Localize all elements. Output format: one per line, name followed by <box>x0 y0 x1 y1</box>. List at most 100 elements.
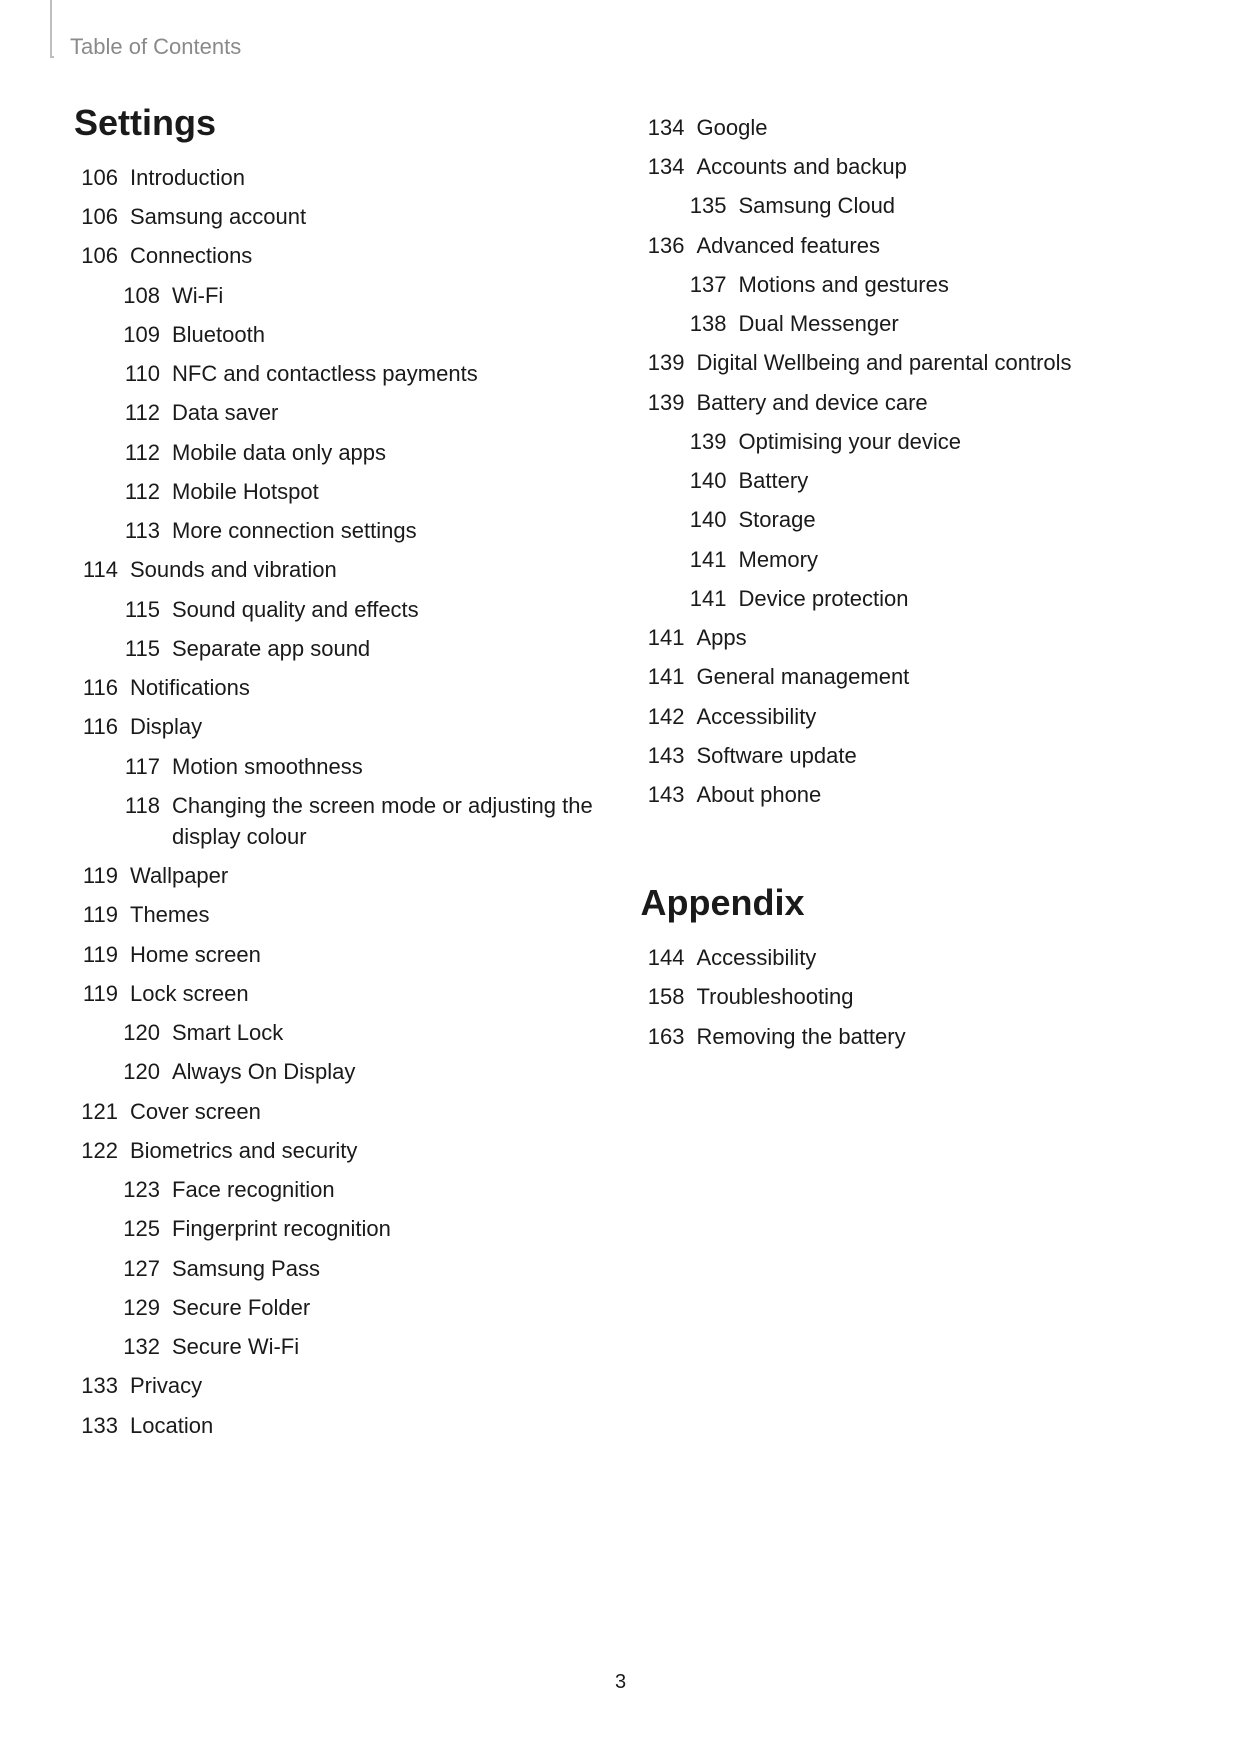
toc-label: Device protection <box>739 583 1168 614</box>
toc-entry[interactable]: 119Lock screen <box>74 978 601 1009</box>
toc-entry[interactable]: 138Dual Messenger <box>641 308 1168 339</box>
toc-content: Settings 106 Introduction 106Samsung accou… <box>74 98 1167 1449</box>
toc-label: Samsung account <box>130 201 601 232</box>
toc-entry[interactable]: 121Cover screen <box>74 1096 601 1127</box>
toc-entry[interactable]: 116Display <box>74 711 601 742</box>
toc-page: 129 <box>116 1292 160 1323</box>
toc-entry[interactable]: 141Memory <box>641 544 1168 575</box>
toc-entry[interactable]: 135Samsung Cloud <box>641 190 1168 221</box>
toc-label: Smart Lock <box>172 1017 601 1048</box>
toc-page: 120 <box>116 1056 160 1087</box>
toc-page: 142 <box>641 701 685 732</box>
toc-entry[interactable]: 116Notifications <box>74 672 601 703</box>
toc-entry[interactable]: 123Face recognition <box>74 1174 601 1205</box>
toc-page: 140 <box>683 465 727 496</box>
toc-page: 112 <box>116 437 160 468</box>
toc-label: Fingerprint recognition <box>172 1213 601 1244</box>
toc-entry[interactable]: 143Software update <box>641 740 1168 771</box>
toc-entry[interactable]: 119 Home screen <box>74 939 601 970</box>
toc-label: Motions and gestures <box>739 269 1168 300</box>
toc-entry[interactable]: 139Digital Wellbeing and parental contro… <box>641 347 1168 378</box>
toc-page: 119 <box>74 860 118 891</box>
toc-page: 113 <box>116 515 160 546</box>
toc-entry[interactable]: 106Samsung account <box>74 201 601 232</box>
toc-page: 116 <box>74 711 118 742</box>
toc-entry[interactable]: 140Storage <box>641 504 1168 535</box>
toc-label: Notifications <box>130 672 601 703</box>
toc-label: About phone <box>697 779 1168 810</box>
toc-entry[interactable]: 120Smart Lock <box>74 1017 601 1048</box>
toc-label: Samsung Cloud <box>739 190 1168 221</box>
toc-label: Secure Wi-Fi <box>172 1331 601 1362</box>
toc-entry[interactable]: 112Mobile Hotspot <box>74 476 601 507</box>
toc-entry[interactable]: 114Sounds and vibration <box>74 554 601 585</box>
toc-entry[interactable]: 108Wi-Fi <box>74 280 601 311</box>
header-rule <box>50 0 54 58</box>
toc-entry[interactable]: 139Battery and device care <box>641 387 1168 418</box>
toc-entry[interactable]: 134 Google <box>641 112 1168 143</box>
toc-page: 119 <box>74 939 118 970</box>
toc-label: Connections <box>130 240 601 271</box>
toc-label: Google <box>697 112 1168 143</box>
toc-entry[interactable]: 142Accessibility <box>641 701 1168 732</box>
toc-page: 144 <box>641 942 685 973</box>
toc-entry[interactable]: 158Troubleshooting <box>641 981 1168 1012</box>
toc-page: 132 <box>116 1331 160 1362</box>
toc-label: Face recognition <box>172 1174 601 1205</box>
toc-entry[interactable]: 110 NFC and contactless payments <box>74 358 601 389</box>
toc-entry[interactable]: 112 Mobile data only apps <box>74 437 601 468</box>
right-column: 134 Google 134Accounts and backup 135Samsun… <box>641 98 1168 1449</box>
toc-page: 115 <box>116 594 160 625</box>
toc-entry[interactable]: 125Fingerprint recognition <box>74 1213 601 1244</box>
toc-page: 106 <box>74 162 118 193</box>
toc-entry[interactable]: 120Always On Display <box>74 1056 601 1087</box>
toc-entry[interactable]: 141Device protection <box>641 583 1168 614</box>
toc-entry[interactable]: 136Advanced features <box>641 230 1168 261</box>
toc-label: Mobile data only apps <box>172 437 601 468</box>
toc-label: More connection settings <box>172 515 601 546</box>
toc-entry[interactable]: 118Changing the screen mode or adjusting… <box>74 790 601 852</box>
toc-entry[interactable]: 163Removing the battery <box>641 1021 1168 1052</box>
toc-page: 127 <box>116 1253 160 1284</box>
toc-entry[interactable]: 143About phone <box>641 779 1168 810</box>
toc-page: 109 <box>116 319 160 350</box>
toc-entry[interactable]: 106 Introduction <box>74 162 601 193</box>
toc-entry[interactable]: 141General management <box>641 661 1168 692</box>
toc-entry[interactable]: 133Privacy <box>74 1370 601 1401</box>
toc-entry[interactable]: 106Connections <box>74 240 601 271</box>
toc-entry[interactable]: 119Wallpaper <box>74 860 601 891</box>
toc-entry[interactable]: 127Samsung Pass <box>74 1253 601 1284</box>
toc-entry[interactable]: 134Accounts and backup <box>641 151 1168 182</box>
toc-entry[interactable]: 119Themes <box>74 899 601 930</box>
toc-label: Introduction <box>130 162 601 193</box>
toc-page: 114 <box>74 554 118 585</box>
toc-entry[interactable]: 113 More connection settings <box>74 515 601 546</box>
toc-entry[interactable]: 133Location <box>74 1410 601 1441</box>
toc-entry[interactable]: 132 Secure Wi-Fi <box>74 1331 601 1362</box>
toc-page: 119 <box>74 899 118 930</box>
section-heading-settings: Settings <box>74 102 601 144</box>
toc-entry[interactable]: 122Biometrics and security <box>74 1135 601 1166</box>
toc-entry[interactable]: 112Data saver <box>74 397 601 428</box>
toc-entry[interactable]: 137Motions and gestures <box>641 269 1168 300</box>
toc-page: 141 <box>641 622 685 653</box>
toc-page: 110 <box>116 358 160 389</box>
toc-label: Data saver <box>172 397 601 428</box>
toc-entry[interactable]: 141Apps <box>641 622 1168 653</box>
toc-label: Home screen <box>130 939 601 970</box>
toc-page: 133 <box>74 1370 118 1401</box>
toc-page: 134 <box>641 112 685 143</box>
toc-entry[interactable]: 144Accessibility <box>641 942 1168 973</box>
toc-page: 112 <box>116 476 160 507</box>
toc-entry[interactable]: 140Battery <box>641 465 1168 496</box>
toc-entry[interactable]: 115Sound quality and effects <box>74 594 601 625</box>
toc-entry[interactable]: 109Bluetooth <box>74 319 601 350</box>
toc-page: 139 <box>641 347 685 378</box>
toc-entry[interactable]: 117Motion smoothness <box>74 751 601 782</box>
toc-entry[interactable]: 139Optimising your device <box>641 426 1168 457</box>
toc-page: 163 <box>641 1021 685 1052</box>
toc-entry[interactable]: 129Secure Folder <box>74 1292 601 1323</box>
toc-entry[interactable]: 115Separate app sound <box>74 633 601 664</box>
toc-label: NFC and contactless payments <box>172 358 601 389</box>
toc-label: General management <box>697 661 1168 692</box>
